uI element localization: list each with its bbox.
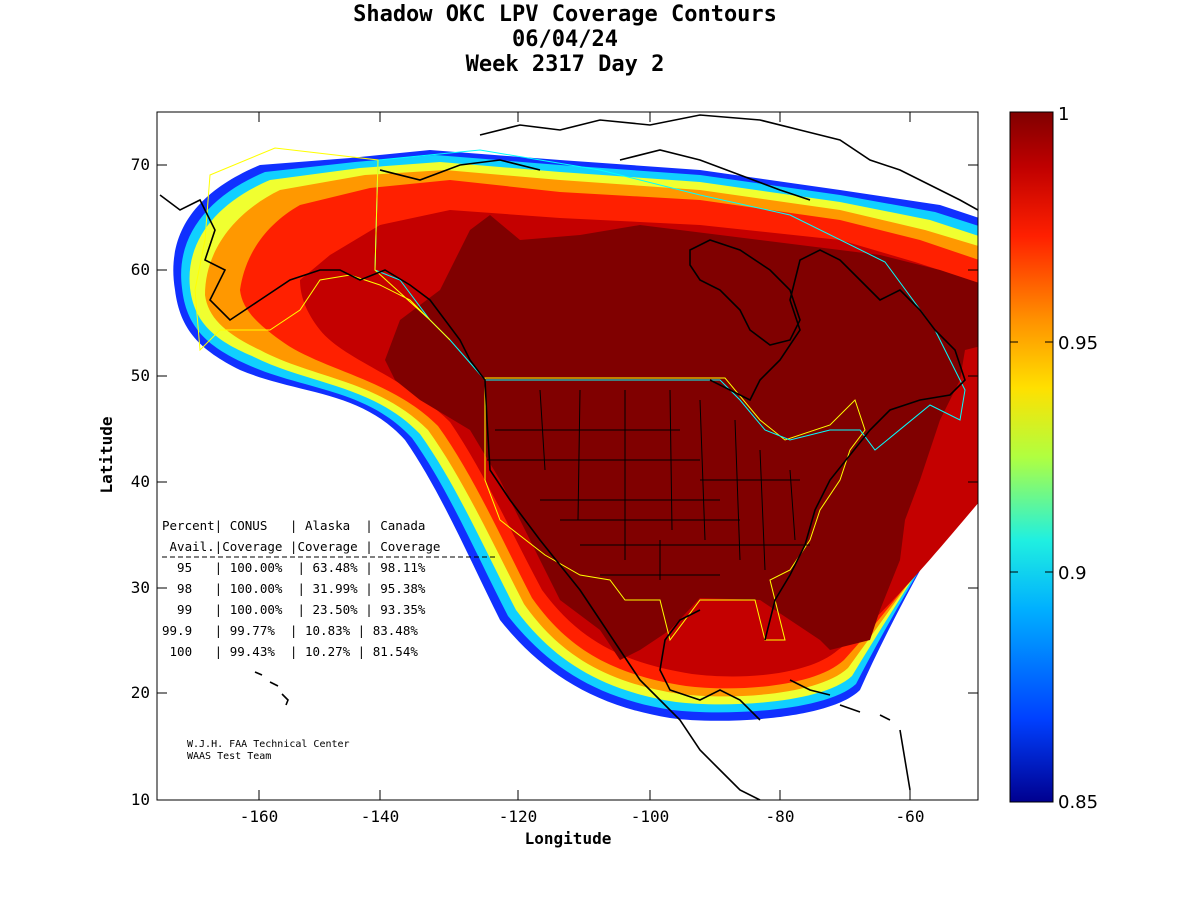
contour-core (385, 215, 978, 660)
y-tick-label: 70 (131, 155, 150, 174)
y-tick-label: 20 (131, 683, 150, 702)
hawaii-islands (254, 671, 289, 706)
table-row: 99 | 100.00% | 23.50% | 93.35% (162, 602, 426, 617)
colorbar-label: 1 (1058, 104, 1069, 125)
y-tick-label: 30 (131, 578, 150, 597)
alaska-boundary (194, 147, 451, 352)
coverage-table: Percent| CONUS | Alaska | Canada Avail.|… (162, 518, 495, 659)
table-row: 98 | 100.00% | 31.99% | 95.38% (162, 581, 426, 596)
colorbar-label: 0.95 (1058, 333, 1098, 354)
y-tick-label: 50 (131, 366, 150, 385)
state-grid (487, 389, 810, 580)
credit-line2: WAAS Test Team (187, 751, 271, 762)
x-tick-label: -100 (631, 807, 670, 826)
table-header-1: Percent| CONUS | Alaska | Canada (162, 518, 425, 533)
north-america-coast (159, 194, 761, 800)
arctic-islands (379, 114, 978, 211)
y-tick-label: 10 (131, 790, 150, 809)
y-axis-label: Latitude (97, 416, 116, 493)
caribbean-islands (789, 679, 911, 791)
y-tick-marks (157, 164, 978, 801)
colorbar-label: 0.85 (1058, 792, 1098, 813)
x-tick-label: -80 (766, 807, 795, 826)
east-coast (709, 249, 966, 641)
colorbar-ticks (1010, 341, 1053, 573)
coastlines (159, 114, 978, 800)
x-tick-label: -120 (499, 807, 538, 826)
table-row: 99.9 | 99.77% | 10.83% | 83.48% (162, 623, 418, 638)
colorbar-label: 0.9 (1058, 563, 1087, 584)
table-row: 95 | 100.00% | 63.48% | 98.11% (162, 560, 426, 575)
y-tick-label: 40 (131, 472, 150, 491)
plot-frame (156, 111, 979, 801)
x-tick-label: -60 (896, 807, 925, 826)
x-axis-label: Longitude (525, 829, 612, 848)
conus-boundary (484, 377, 866, 642)
y-tick-label: 60 (131, 260, 150, 279)
state-lines (487, 389, 810, 580)
table-header-2: Avail.|Coverage |Coverage | Coverage (162, 539, 440, 554)
x-tick-label: -160 (240, 807, 279, 826)
colorbar (1009, 111, 1054, 803)
x-tick-label: -140 (361, 807, 400, 826)
chart-title-line1: Shadow OKC LPV Coverage Contours (353, 2, 777, 27)
chart-title-line3: Week 2317 Day 2 (465, 52, 665, 77)
gulf-coast (659, 609, 761, 721)
hudson-bay-coast (689, 239, 801, 346)
region-boundaries (194, 147, 966, 642)
credit-line1: W.J.H. FAA Technical Center (187, 739, 350, 750)
chart-title-line2: 06/04/24 (512, 27, 618, 52)
x-tick-marks (258, 112, 911, 800)
table-row: 100 | 99.43% | 10.27% | 81.54% (162, 644, 418, 659)
